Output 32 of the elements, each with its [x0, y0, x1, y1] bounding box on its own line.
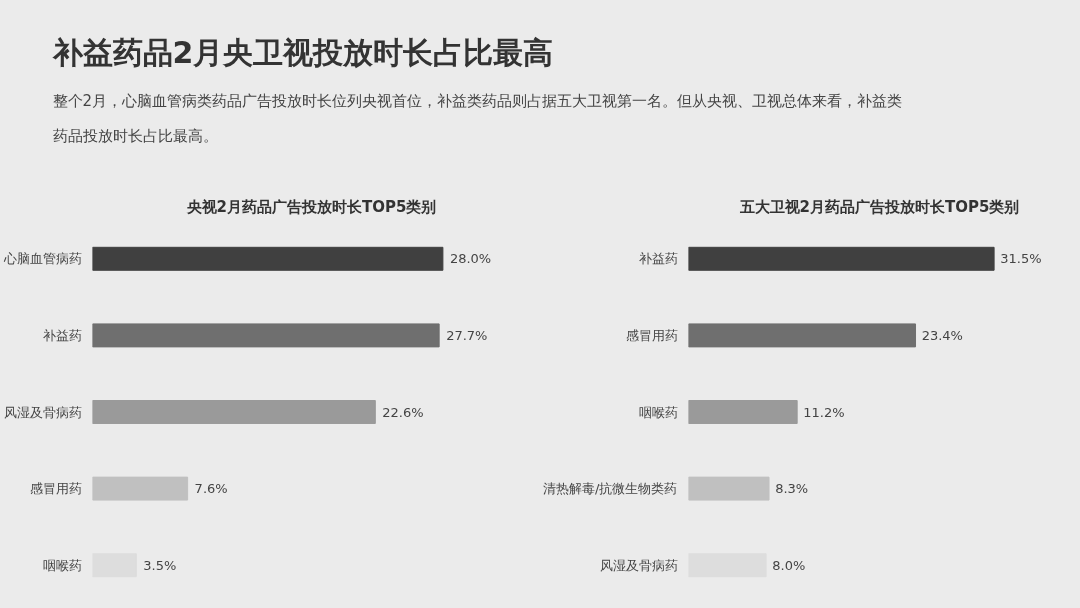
data-label: 23.4%: [921, 327, 963, 343]
bar: [688, 246, 995, 271]
data-label: 3.5%: [143, 557, 177, 573]
y-tick-label: 风湿及骨病药: [3, 404, 82, 420]
y-tick-label: 咽喉药: [638, 404, 678, 420]
text: 整个2月，心脑血管病类药品广告投放时长位列央视首位，补益类药品则占据五大卫视第一名。但从央视、卫视总体来看，补益类药品投放时长占比最高。: [52, 92, 903, 145]
chart-title: 五大卫视2月药品广告投放时长TOP5类别: [738, 197, 1020, 216]
text: 补益药品2月央卫视投放时长占比最高: [51, 35, 554, 70]
y-tick-label: 感冒用药: [29, 481, 82, 497]
y-tick-label: 风湿及骨病药: [599, 557, 678, 573]
data-label: 22.6%: [382, 404, 424, 420]
data-label: 28.0%: [449, 251, 492, 267]
data-label: 8.0%: [772, 557, 806, 573]
data-label: 31.5%: [1000, 251, 1042, 267]
bar: [92, 246, 444, 271]
bar: [688, 323, 917, 348]
data-label: 11.2%: [803, 404, 845, 420]
y-tick-label: 清热解毒/抗微生物类药: [543, 481, 678, 497]
chart-title: 央视2月药品广告投放时长TOP5类别: [185, 197, 437, 216]
y-tick-label: 补益药: [42, 327, 82, 343]
data-label: 8.3%: [775, 481, 809, 497]
bar: [92, 323, 440, 348]
y-tick-label: 心脑血管病药: [2, 251, 82, 267]
bar: [92, 476, 189, 501]
data-label: 7.6%: [194, 481, 228, 497]
bar: [92, 400, 376, 424]
y-tick-label: 感冒用药: [625, 327, 678, 343]
y-tick-label: 咽喉药: [42, 557, 82, 573]
bar: [688, 400, 798, 424]
y-tick-label: 补益药: [638, 251, 678, 267]
data-label: 27.7%: [446, 327, 488, 343]
bar: [688, 476, 770, 501]
